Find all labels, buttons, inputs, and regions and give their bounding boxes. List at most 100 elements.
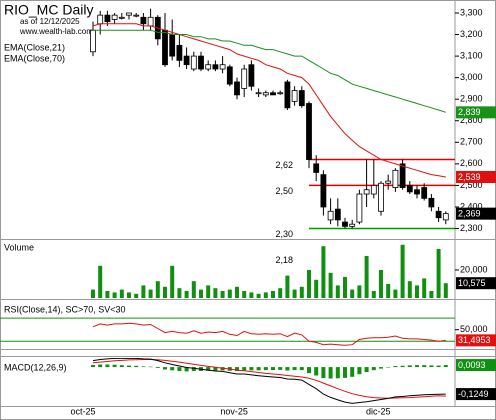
bar [307, 269, 311, 298]
bar [357, 285, 362, 298]
y-tick-label: 2,600 [460, 158, 483, 168]
y-tick-label: 3,100 [460, 50, 483, 60]
bar [163, 286, 167, 298]
plot-area [91, 244, 448, 298]
bar [119, 289, 124, 298]
bar [119, 365, 124, 368]
candle-body [147, 16, 154, 27]
bar [112, 364, 117, 368]
candle-body [428, 197, 435, 208]
candle-body [198, 55, 204, 70]
bar [393, 289, 398, 298]
bar [170, 265, 175, 298]
bar [379, 269, 383, 298]
bar [422, 278, 427, 298]
bar [335, 367, 340, 379]
bar [199, 289, 203, 298]
bar [350, 367, 355, 377]
candle-body [313, 163, 320, 173]
last-value-label: 2,839 [458, 107, 481, 117]
series-line [93, 29, 446, 113]
level-label: 2,18 [275, 255, 293, 265]
last-value-box [456, 171, 496, 184]
legend-label: EMA(Close,70) [4, 53, 65, 63]
candle-body [414, 189, 420, 195]
bar [278, 367, 283, 370]
candle-body [363, 189, 370, 195]
bar [249, 367, 254, 371]
candle-body [190, 55, 197, 70]
candle-body [126, 12, 132, 16]
bar [443, 283, 448, 298]
bar [400, 365, 405, 368]
candle-body [118, 16, 125, 19]
candle-body [320, 174, 327, 208]
series-line [92, 322, 446, 346]
pane-title: MACD(12,26,9) [4, 362, 67, 372]
candle-body [140, 16, 147, 25]
bar [127, 292, 131, 298]
candle-body [255, 92, 262, 95]
plot-area [90, 8, 455, 230]
bar [415, 365, 419, 368]
plot-area [91, 358, 448, 404]
bar [350, 289, 355, 298]
y-tick-label: 2,300 [460, 223, 483, 233]
bar [213, 288, 218, 298]
y-tick-label: 2,500 [460, 180, 483, 190]
last-value-box [456, 207, 496, 220]
x-tick-label: nov-25 [220, 406, 248, 416]
candle-body [104, 14, 111, 23]
bar [321, 367, 326, 379]
bar [213, 367, 218, 371]
candle-body [356, 193, 363, 223]
candle-body [133, 14, 140, 17]
bar [422, 365, 427, 368]
last-value-label: -0,1249 [458, 389, 489, 399]
bar [285, 367, 290, 371]
last-value-box [456, 359, 496, 372]
bar [263, 367, 268, 371]
bar [141, 285, 146, 298]
bar [263, 292, 268, 298]
bar [177, 288, 182, 298]
candle-body [219, 64, 226, 70]
candle-body [226, 66, 233, 85]
bar [357, 367, 362, 375]
bar [177, 367, 182, 371]
y-tick-label: 3,200 [460, 29, 483, 39]
y-tick-label: 2,400 [460, 201, 483, 211]
candle-body [435, 210, 442, 219]
candle-body [442, 213, 449, 221]
bar [321, 246, 326, 298]
candle-body [111, 14, 118, 20]
bar [299, 367, 304, 371]
candle-body [212, 64, 219, 70]
bar [249, 292, 254, 298]
bar [163, 367, 167, 370]
y-tick-label: 3,000 [460, 72, 483, 82]
candle-body [334, 208, 341, 221]
bar [407, 365, 412, 368]
bar [206, 285, 211, 298]
y-tick-label: 3,300 [460, 7, 483, 17]
subtitle: as of 12/12/2025 [20, 17, 80, 26]
candle-body [378, 182, 384, 212]
pane-title: RSI(Close,14), SC>70, SV<30 [4, 304, 126, 314]
bar [256, 293, 261, 298]
bar [314, 367, 319, 376]
source: www.wealth-lab.com [19, 27, 93, 36]
bar [335, 285, 340, 298]
last-value-box [456, 106, 496, 119]
bar [407, 281, 412, 298]
level-label: 2,62 [275, 160, 293, 170]
candle-body [234, 81, 240, 96]
candle-body [306, 103, 312, 160]
bar [364, 255, 369, 298]
candle-body [349, 223, 356, 227]
bar [371, 367, 376, 371]
pane-title: Volume [4, 242, 34, 252]
candle-body [183, 55, 190, 66]
series-line [92, 358, 446, 404]
